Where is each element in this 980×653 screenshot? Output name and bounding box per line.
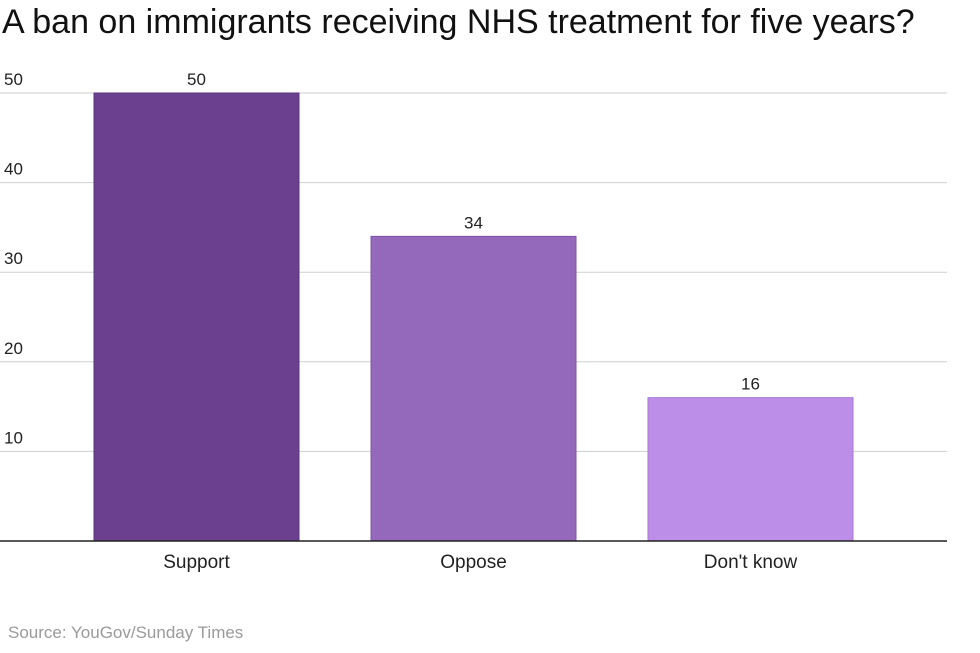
y-tick-label: 20 [4,339,23,358]
bar-support [93,92,300,542]
data-label: 16 [741,375,760,394]
data-label: 50 [187,70,206,89]
chart-title: A ban on immigrants receiving NHS treatm… [2,3,915,41]
y-tick-label: 40 [4,160,23,179]
x-axis-category-labels: Support Oppose Don't know [163,552,797,573]
data-label: 34 [464,213,483,232]
x-tick-label: Oppose [440,552,507,573]
x-tick-label: Don't know [704,552,798,573]
bar-don-t-know [647,397,854,542]
y-tick-label: 10 [4,428,23,447]
source-note: Source: YouGov/Sunday Times [8,623,244,642]
y-tick-label: 50 [4,70,23,89]
y-tick-label: 30 [4,249,23,268]
data-labels: 50 34 16 [187,70,760,394]
bars [93,92,854,542]
bar-oppose [370,235,577,542]
y-axis-ticks: 10 20 30 40 50 [4,70,23,447]
x-tick-label: Support [163,552,230,573]
